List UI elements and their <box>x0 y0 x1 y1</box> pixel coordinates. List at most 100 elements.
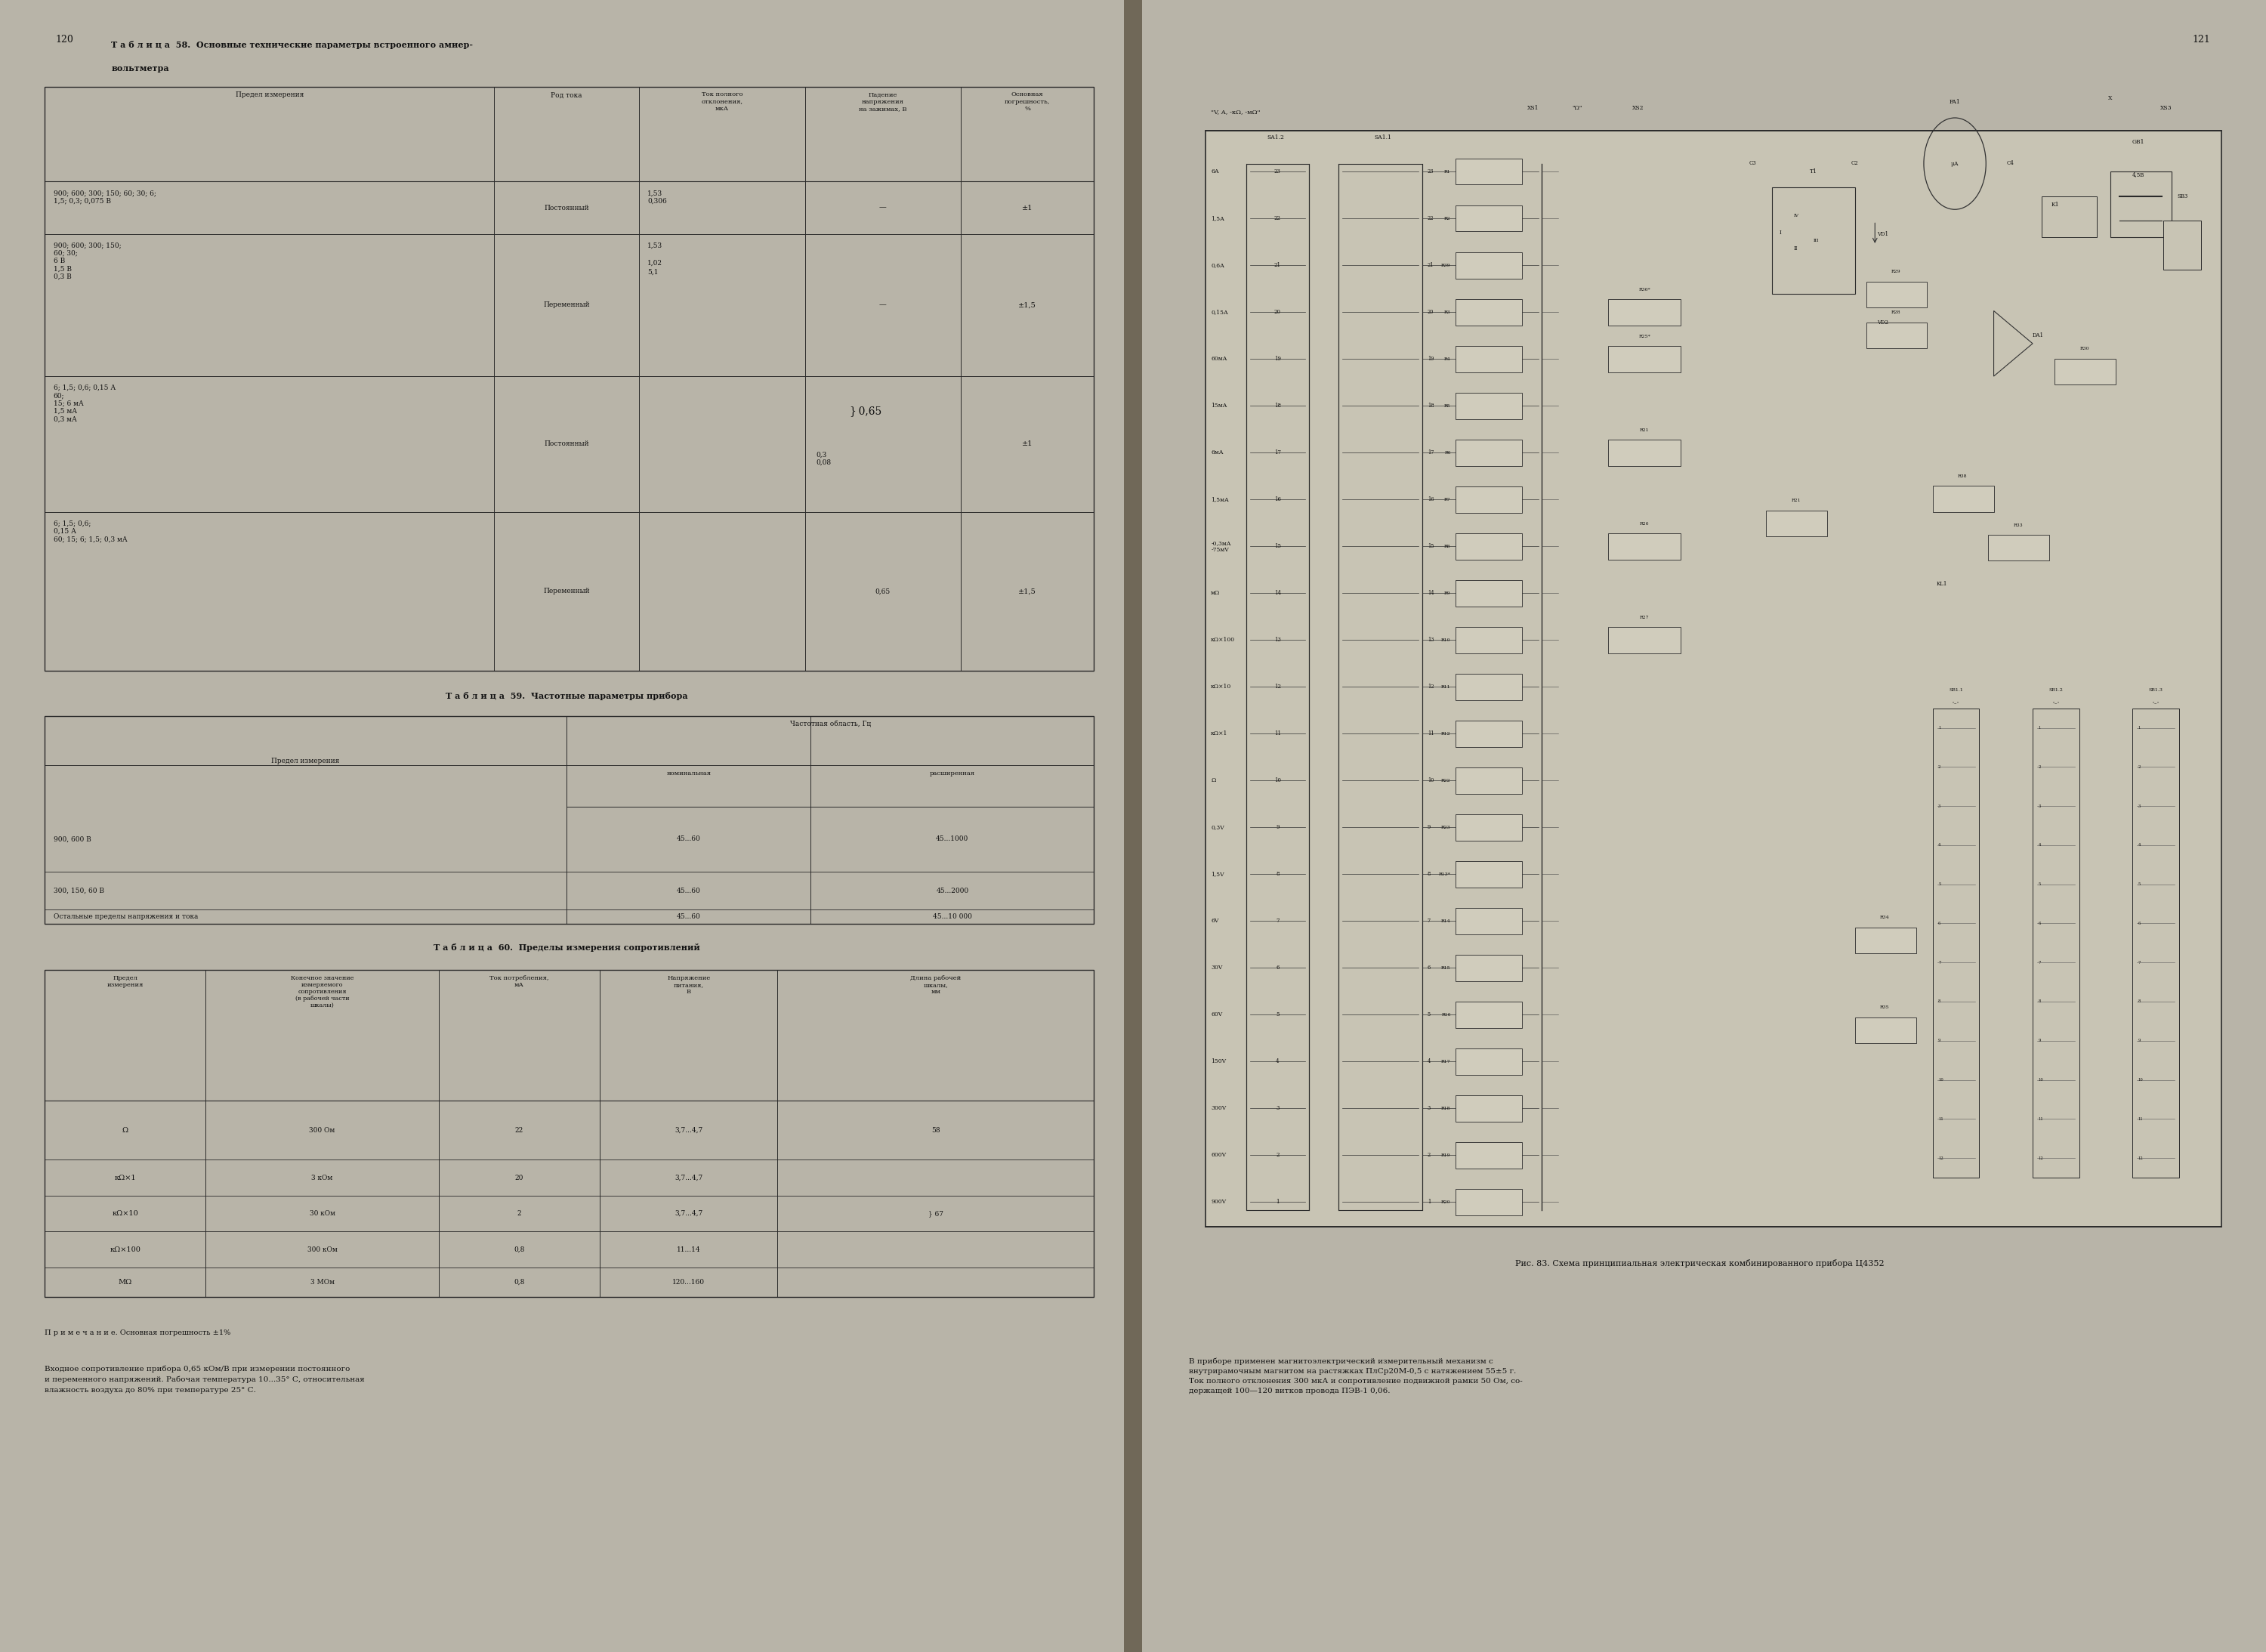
Text: 4: 4 <box>2037 843 2042 847</box>
Text: Частотная область, Гц: Частотная область, Гц <box>789 722 870 729</box>
Bar <box>1455 534 1523 560</box>
Bar <box>1933 709 1978 1178</box>
Text: Ток потребления,
мА: Ток потребления, мА <box>489 975 548 988</box>
Bar <box>1339 164 1423 1211</box>
Text: 5: 5 <box>1937 882 1940 885</box>
Text: -0,3мА
-75мV: -0,3мА -75мV <box>1210 540 1230 553</box>
Text: 12: 12 <box>1937 1156 1944 1160</box>
Bar <box>1455 1143 1523 1168</box>
Bar <box>1455 955 1523 981</box>
Text: Длина рабочей
шкалы,
мм: Длина рабочей шкалы, мм <box>911 975 961 995</box>
Text: 1,5А: 1,5А <box>1210 216 1224 221</box>
Text: 30 кОм: 30 кОм <box>310 1211 335 1218</box>
Text: 1,53

1,02
5,1: 1,53 1,02 5,1 <box>648 243 662 276</box>
Bar <box>1455 1003 1523 1028</box>
Text: 0,8: 0,8 <box>514 1279 526 1285</box>
Text: 11: 11 <box>1937 1117 1944 1120</box>
Text: 12: 12 <box>1273 684 1280 691</box>
Text: 3,7...4,7: 3,7...4,7 <box>675 1175 702 1181</box>
Text: R23: R23 <box>1441 826 1450 829</box>
Text: 2: 2 <box>1276 1153 1280 1158</box>
Bar <box>1455 206 1523 231</box>
Bar <box>1206 131 2221 1227</box>
Text: 2: 2 <box>517 1211 521 1218</box>
Text: расширенная: расширенная <box>929 770 974 776</box>
Text: Предел измерения: Предел измерения <box>236 91 304 99</box>
Text: 1,53
0,306: 1,53 0,306 <box>648 190 666 205</box>
Text: 0,6А: 0,6А <box>1210 263 1224 269</box>
Text: 12: 12 <box>1428 684 1434 691</box>
Bar <box>45 88 1094 671</box>
Text: R5: R5 <box>1443 405 1450 408</box>
Text: 6: 6 <box>1937 922 1940 925</box>
Text: 18: 18 <box>1273 403 1280 410</box>
Text: Падение
напряжения
на зажимах, В: Падение напряжения на зажимах, В <box>859 91 906 112</box>
Text: VD1: VD1 <box>1876 231 1888 236</box>
Text: 9: 9 <box>1428 824 1430 831</box>
Text: R17: R17 <box>1441 1061 1450 1064</box>
Text: R1: R1 <box>1443 170 1450 173</box>
Text: 19: 19 <box>1273 357 1280 362</box>
Bar <box>1609 347 1681 372</box>
Bar <box>1455 1095 1523 1122</box>
Text: 4: 4 <box>1937 843 1940 847</box>
Text: 3 кОм: 3 кОм <box>310 1175 333 1181</box>
Text: 6А: 6А <box>1210 169 1219 175</box>
Text: 58: 58 <box>931 1127 940 1133</box>
Text: кΩ×10: кΩ×10 <box>111 1211 138 1218</box>
Bar <box>1455 580 1523 606</box>
Text: R18: R18 <box>1441 1107 1450 1110</box>
Text: R2: R2 <box>1443 216 1450 220</box>
Text: R35: R35 <box>1881 1006 1890 1009</box>
Text: 21: 21 <box>1428 263 1434 269</box>
Text: R21: R21 <box>1792 499 1801 502</box>
Bar <box>1765 510 1826 537</box>
Text: XS1: XS1 <box>1527 106 1539 111</box>
Text: II: II <box>1795 246 1799 251</box>
Text: R29: R29 <box>1892 269 1901 274</box>
Text: 7: 7 <box>1937 960 1940 965</box>
Text: 45...60: 45...60 <box>678 914 700 920</box>
Text: 17: 17 <box>1428 449 1434 456</box>
Bar <box>1455 814 1523 841</box>
Text: R10: R10 <box>1441 638 1450 643</box>
Text: 0,3
0,08: 0,3 0,08 <box>816 451 832 466</box>
Text: 9: 9 <box>2037 1039 2042 1042</box>
Text: 4: 4 <box>1428 1059 1430 1064</box>
Bar <box>1867 322 1926 349</box>
Text: 23: 23 <box>1273 169 1280 175</box>
Text: 3: 3 <box>1428 1105 1430 1112</box>
Text: 9: 9 <box>1276 824 1280 831</box>
Text: ±1: ±1 <box>1022 205 1033 211</box>
Text: Т а б л и ц а  59.  Частотные параметры прибора: Т а б л и ц а 59. Частотные параметры пр… <box>446 692 687 700</box>
Text: SB1.2: SB1.2 <box>2048 689 2062 692</box>
Text: 22: 22 <box>514 1127 523 1133</box>
Text: 120...160: 120...160 <box>673 1279 705 1285</box>
Text: "~": "~" <box>1953 700 1960 705</box>
Text: 4: 4 <box>2139 843 2141 847</box>
Text: 16: 16 <box>1273 497 1280 502</box>
Text: 9: 9 <box>1937 1039 1940 1042</box>
Text: 60V: 60V <box>1210 1011 1221 1018</box>
Text: } 67: } 67 <box>929 1211 943 1218</box>
Text: 900, 600 В: 900, 600 В <box>54 836 91 843</box>
Text: —: — <box>879 302 886 309</box>
Text: 15: 15 <box>1273 544 1280 550</box>
Text: 3: 3 <box>1276 1105 1280 1112</box>
Bar <box>2055 358 2116 385</box>
Text: SA1.1: SA1.1 <box>1375 134 1391 140</box>
Text: 12: 12 <box>2037 1156 2044 1160</box>
Text: Переменный: Переменный <box>544 588 589 595</box>
Text: —: — <box>879 205 886 211</box>
Text: кΩ×100: кΩ×100 <box>109 1246 140 1252</box>
Text: 120: 120 <box>57 35 75 45</box>
Text: 16: 16 <box>1428 497 1434 502</box>
Text: 13: 13 <box>1273 638 1280 643</box>
Text: Остальные пределы напряжения и тока: Остальные пределы напряжения и тока <box>54 914 197 920</box>
Text: 3: 3 <box>2037 805 2042 808</box>
Text: DA1: DA1 <box>2033 332 2044 339</box>
Text: Переменный: Переменный <box>544 302 589 309</box>
Text: 8: 8 <box>1937 999 1940 1003</box>
Text: 12: 12 <box>2139 1156 2144 1160</box>
Text: 0,3V: 0,3V <box>1210 824 1224 831</box>
